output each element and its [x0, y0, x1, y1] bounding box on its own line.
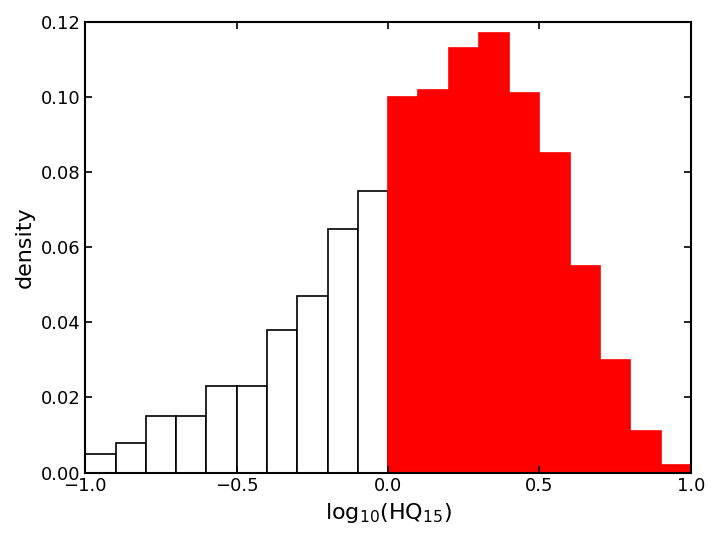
Bar [237, 386, 267, 472]
Bar [267, 330, 297, 472]
Y-axis label: density: density [15, 206, 35, 288]
Bar [297, 296, 328, 472]
Bar [116, 443, 146, 472]
Bar [85, 454, 116, 472]
Bar [207, 386, 237, 472]
Bar [630, 431, 660, 472]
Bar [509, 93, 539, 472]
Bar [539, 153, 570, 472]
Bar [358, 191, 388, 472]
Bar [479, 33, 509, 472]
Bar [660, 465, 690, 472]
X-axis label: log$_{10}$(HQ$_{15}$): log$_{10}$(HQ$_{15}$) [325, 501, 451, 525]
Bar [600, 360, 630, 472]
Bar [418, 90, 449, 472]
Bar [328, 228, 358, 472]
Bar [176, 416, 207, 472]
Bar [146, 416, 176, 472]
Bar [388, 97, 418, 472]
Bar [570, 266, 600, 472]
Bar [449, 48, 479, 472]
